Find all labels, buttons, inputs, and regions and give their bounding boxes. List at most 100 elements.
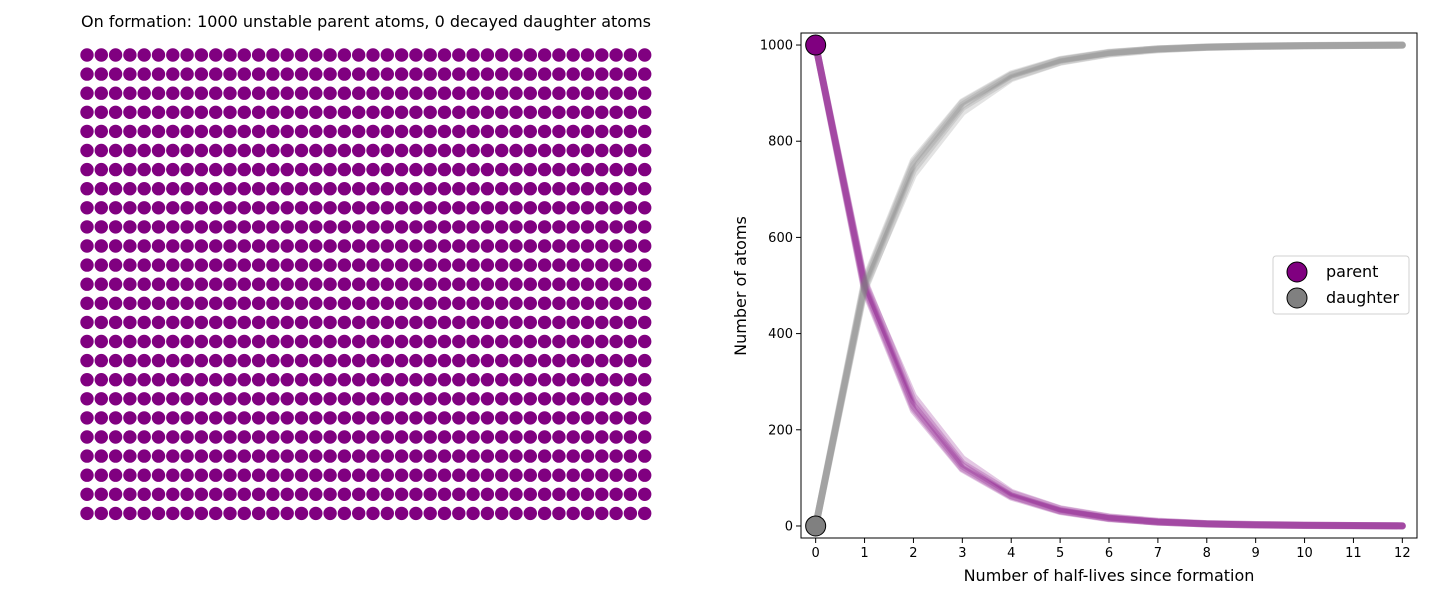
parent-atom-dot bbox=[523, 67, 537, 81]
parent-atom-dot bbox=[394, 392, 409, 406]
parent-atom-dot bbox=[623, 468, 638, 482]
parent-atom-dot bbox=[380, 105, 394, 120]
parent-atom-dot bbox=[309, 392, 323, 406]
parent-atom-dot bbox=[123, 239, 137, 253]
parent-atom-dot bbox=[209, 430, 223, 444]
parent-atom-dot bbox=[123, 411, 137, 425]
parent-atom-dot bbox=[523, 258, 537, 272]
parent-atom-dot bbox=[523, 239, 537, 253]
parent-atom-dot bbox=[251, 506, 266, 521]
parent-atom-dot bbox=[266, 258, 280, 272]
parent-atom-dot bbox=[94, 162, 109, 177]
parent-atom-dot bbox=[423, 239, 437, 253]
parent-atom-dot bbox=[294, 373, 309, 387]
daughter-series-line bbox=[812, 41, 1406, 530]
parent-atom-dot bbox=[323, 67, 337, 81]
parent-atom-dot bbox=[108, 239, 123, 253]
parent-atom-dot bbox=[180, 468, 194, 482]
parent-atom-dot bbox=[337, 220, 352, 234]
parent-atom-dot bbox=[209, 105, 223, 120]
parent-atom-dot bbox=[409, 143, 423, 158]
atom-dot-grid bbox=[80, 48, 652, 521]
parent-atom-dot bbox=[566, 86, 580, 100]
parent-atom-dot bbox=[423, 334, 437, 349]
parent-atom-dot bbox=[394, 430, 409, 444]
parent-atom-dot bbox=[137, 105, 151, 120]
parent-atom-dot bbox=[209, 124, 223, 139]
parent-atom-dot bbox=[108, 449, 123, 463]
parent-atom-dot bbox=[509, 105, 523, 120]
parent-atom-dot bbox=[580, 258, 595, 272]
parent-atom-dot bbox=[80, 277, 94, 291]
parent-atom-dot bbox=[209, 487, 223, 501]
parent-atom-dot bbox=[180, 182, 194, 196]
parent-atom-dot bbox=[266, 124, 280, 139]
parent-atom-dot bbox=[166, 124, 180, 139]
parent-atom-dot bbox=[609, 201, 623, 215]
parent-atom-dot bbox=[237, 48, 251, 62]
parent-atom-dot bbox=[166, 506, 180, 521]
parent-atom-dot bbox=[323, 258, 337, 272]
parent-atom-dot bbox=[466, 182, 480, 196]
parent-atom-dot bbox=[394, 105, 409, 120]
parent-atom-dot bbox=[337, 373, 352, 387]
parent-atom-dot bbox=[123, 277, 137, 291]
x-tick-label: 7 bbox=[1154, 546, 1162, 561]
parent-atom-dot bbox=[509, 487, 523, 501]
parent-atom-dot bbox=[237, 487, 251, 501]
parent-atom-dot bbox=[466, 468, 480, 482]
parent-atom-dot bbox=[595, 334, 609, 349]
parent-atom-dot bbox=[609, 296, 623, 310]
parent-atom-dot bbox=[366, 239, 380, 253]
parent-atom-dot bbox=[108, 506, 123, 521]
parent-atom-dot bbox=[108, 67, 123, 81]
parent-atom-dot bbox=[394, 468, 409, 482]
parent-atom-dot bbox=[566, 296, 580, 310]
parent-atom-dot bbox=[237, 239, 251, 253]
parent-atom-dot bbox=[394, 86, 409, 100]
parent-atom-dot bbox=[623, 334, 638, 349]
parent-atom-dot bbox=[566, 67, 580, 81]
parent-atom-dot bbox=[194, 430, 209, 444]
parent-atom-dot bbox=[309, 67, 323, 81]
parent-atom-dot bbox=[495, 277, 509, 291]
parent-atom-dot bbox=[266, 67, 280, 81]
parent-atom-dot bbox=[566, 201, 580, 215]
parent-atom-dot bbox=[137, 334, 151, 349]
parent-atom-dot bbox=[352, 182, 366, 196]
parent-atom-dot bbox=[209, 143, 223, 158]
parent-atom-dot bbox=[609, 277, 623, 291]
parent-atom-dot bbox=[223, 86, 237, 100]
parent-atom-dot bbox=[452, 392, 466, 406]
parent-atom-dot bbox=[137, 430, 151, 444]
parent-atom-dot bbox=[580, 334, 595, 349]
parent-atom-dot bbox=[552, 124, 566, 139]
parent-atom-dot bbox=[466, 258, 480, 272]
parent-atom-dot bbox=[509, 430, 523, 444]
parent-atom-dot bbox=[509, 67, 523, 81]
parent-atom-dot bbox=[108, 353, 123, 368]
legend-daughter-label: daughter bbox=[1326, 288, 1400, 307]
parent-atom-dot bbox=[294, 296, 309, 310]
parent-series-line bbox=[812, 41, 1406, 530]
parent-atom-dot bbox=[194, 315, 209, 330]
parent-atom-dot bbox=[394, 506, 409, 521]
parent-atom-dot bbox=[352, 162, 366, 177]
parent-atom-dot bbox=[423, 86, 437, 100]
x-axis-ticks: 0 1 2 3 4 5 6 7 8 9 10 11 12 bbox=[812, 538, 1411, 561]
parent-atom-dot bbox=[237, 220, 251, 234]
parent-atom-dot bbox=[323, 124, 337, 139]
parent-atom-dot bbox=[437, 258, 452, 272]
parent-atom-dot bbox=[638, 67, 652, 81]
parent-atom-dot bbox=[366, 201, 380, 215]
parent-atom-dot bbox=[437, 506, 452, 521]
parent-atom-dot bbox=[251, 392, 266, 406]
parent-atom-dot bbox=[251, 86, 266, 100]
parent-atom-dot bbox=[523, 296, 537, 310]
parent-atom-dot bbox=[437, 143, 452, 158]
parent-atom-dot bbox=[237, 277, 251, 291]
parent-atom-dot bbox=[80, 239, 94, 253]
parent-atom-dot bbox=[94, 201, 109, 215]
parent-atom-dot bbox=[94, 67, 109, 81]
parent-atom-dot bbox=[180, 277, 194, 291]
